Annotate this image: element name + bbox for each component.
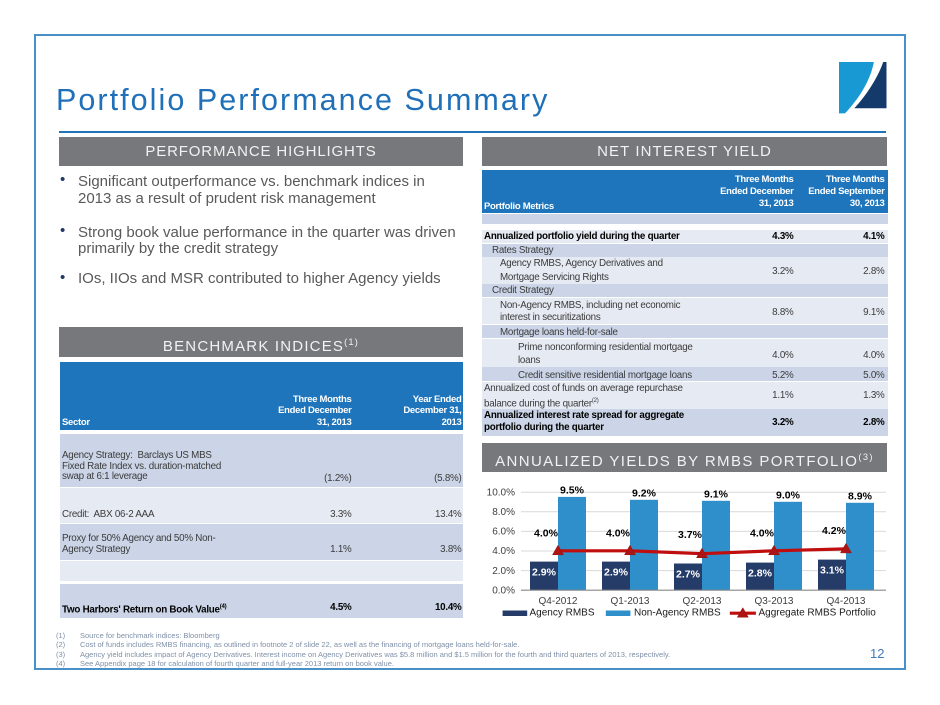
svg-text:2.9%: 2.9%: [604, 567, 629, 579]
svg-text:8.9%: 8.9%: [848, 490, 873, 502]
svg-text:8.0%: 8.0%: [492, 507, 515, 518]
svg-text:6.0%: 6.0%: [492, 527, 515, 538]
svg-text:4.0%: 4.0%: [492, 546, 515, 557]
svg-text:4.2%: 4.2%: [822, 525, 847, 537]
svg-text:Q2-2013: Q2-2013: [683, 596, 722, 607]
svg-text:4.0%: 4.0%: [534, 527, 559, 539]
svg-text:Q4-2013: Q4-2013: [827, 596, 866, 607]
svg-text:3.7%: 3.7%: [678, 529, 703, 541]
svg-text:3.1%: 3.1%: [820, 565, 845, 577]
svg-text:2.7%: 2.7%: [676, 569, 701, 581]
svg-text:9.2%: 9.2%: [632, 487, 657, 499]
svg-text:Agency RMBS: Agency RMBS: [530, 608, 595, 619]
svg-text:Aggregate RMBS Portfolio: Aggregate RMBS Portfolio: [759, 608, 877, 619]
svg-text:4.0%: 4.0%: [606, 527, 631, 539]
svg-text:10.0%: 10.0%: [487, 487, 515, 498]
svg-text:4.0%: 4.0%: [750, 527, 775, 539]
svg-text:0.0%: 0.0%: [492, 585, 515, 596]
svg-text:Non-Agency RMBS: Non-Agency RMBS: [634, 608, 721, 619]
svg-text:2.8%: 2.8%: [748, 568, 773, 580]
svg-text:Q1-2013: Q1-2013: [611, 596, 650, 607]
svg-text:Q3-2013: Q3-2013: [755, 596, 794, 607]
svg-text:9.5%: 9.5%: [560, 484, 585, 496]
svg-text:9.1%: 9.1%: [704, 488, 729, 500]
svg-text:2.0%: 2.0%: [492, 566, 515, 577]
svg-text:Q4-2012: Q4-2012: [539, 596, 578, 607]
svg-text:9.0%: 9.0%: [776, 489, 801, 501]
svg-text:2.9%: 2.9%: [532, 567, 557, 579]
